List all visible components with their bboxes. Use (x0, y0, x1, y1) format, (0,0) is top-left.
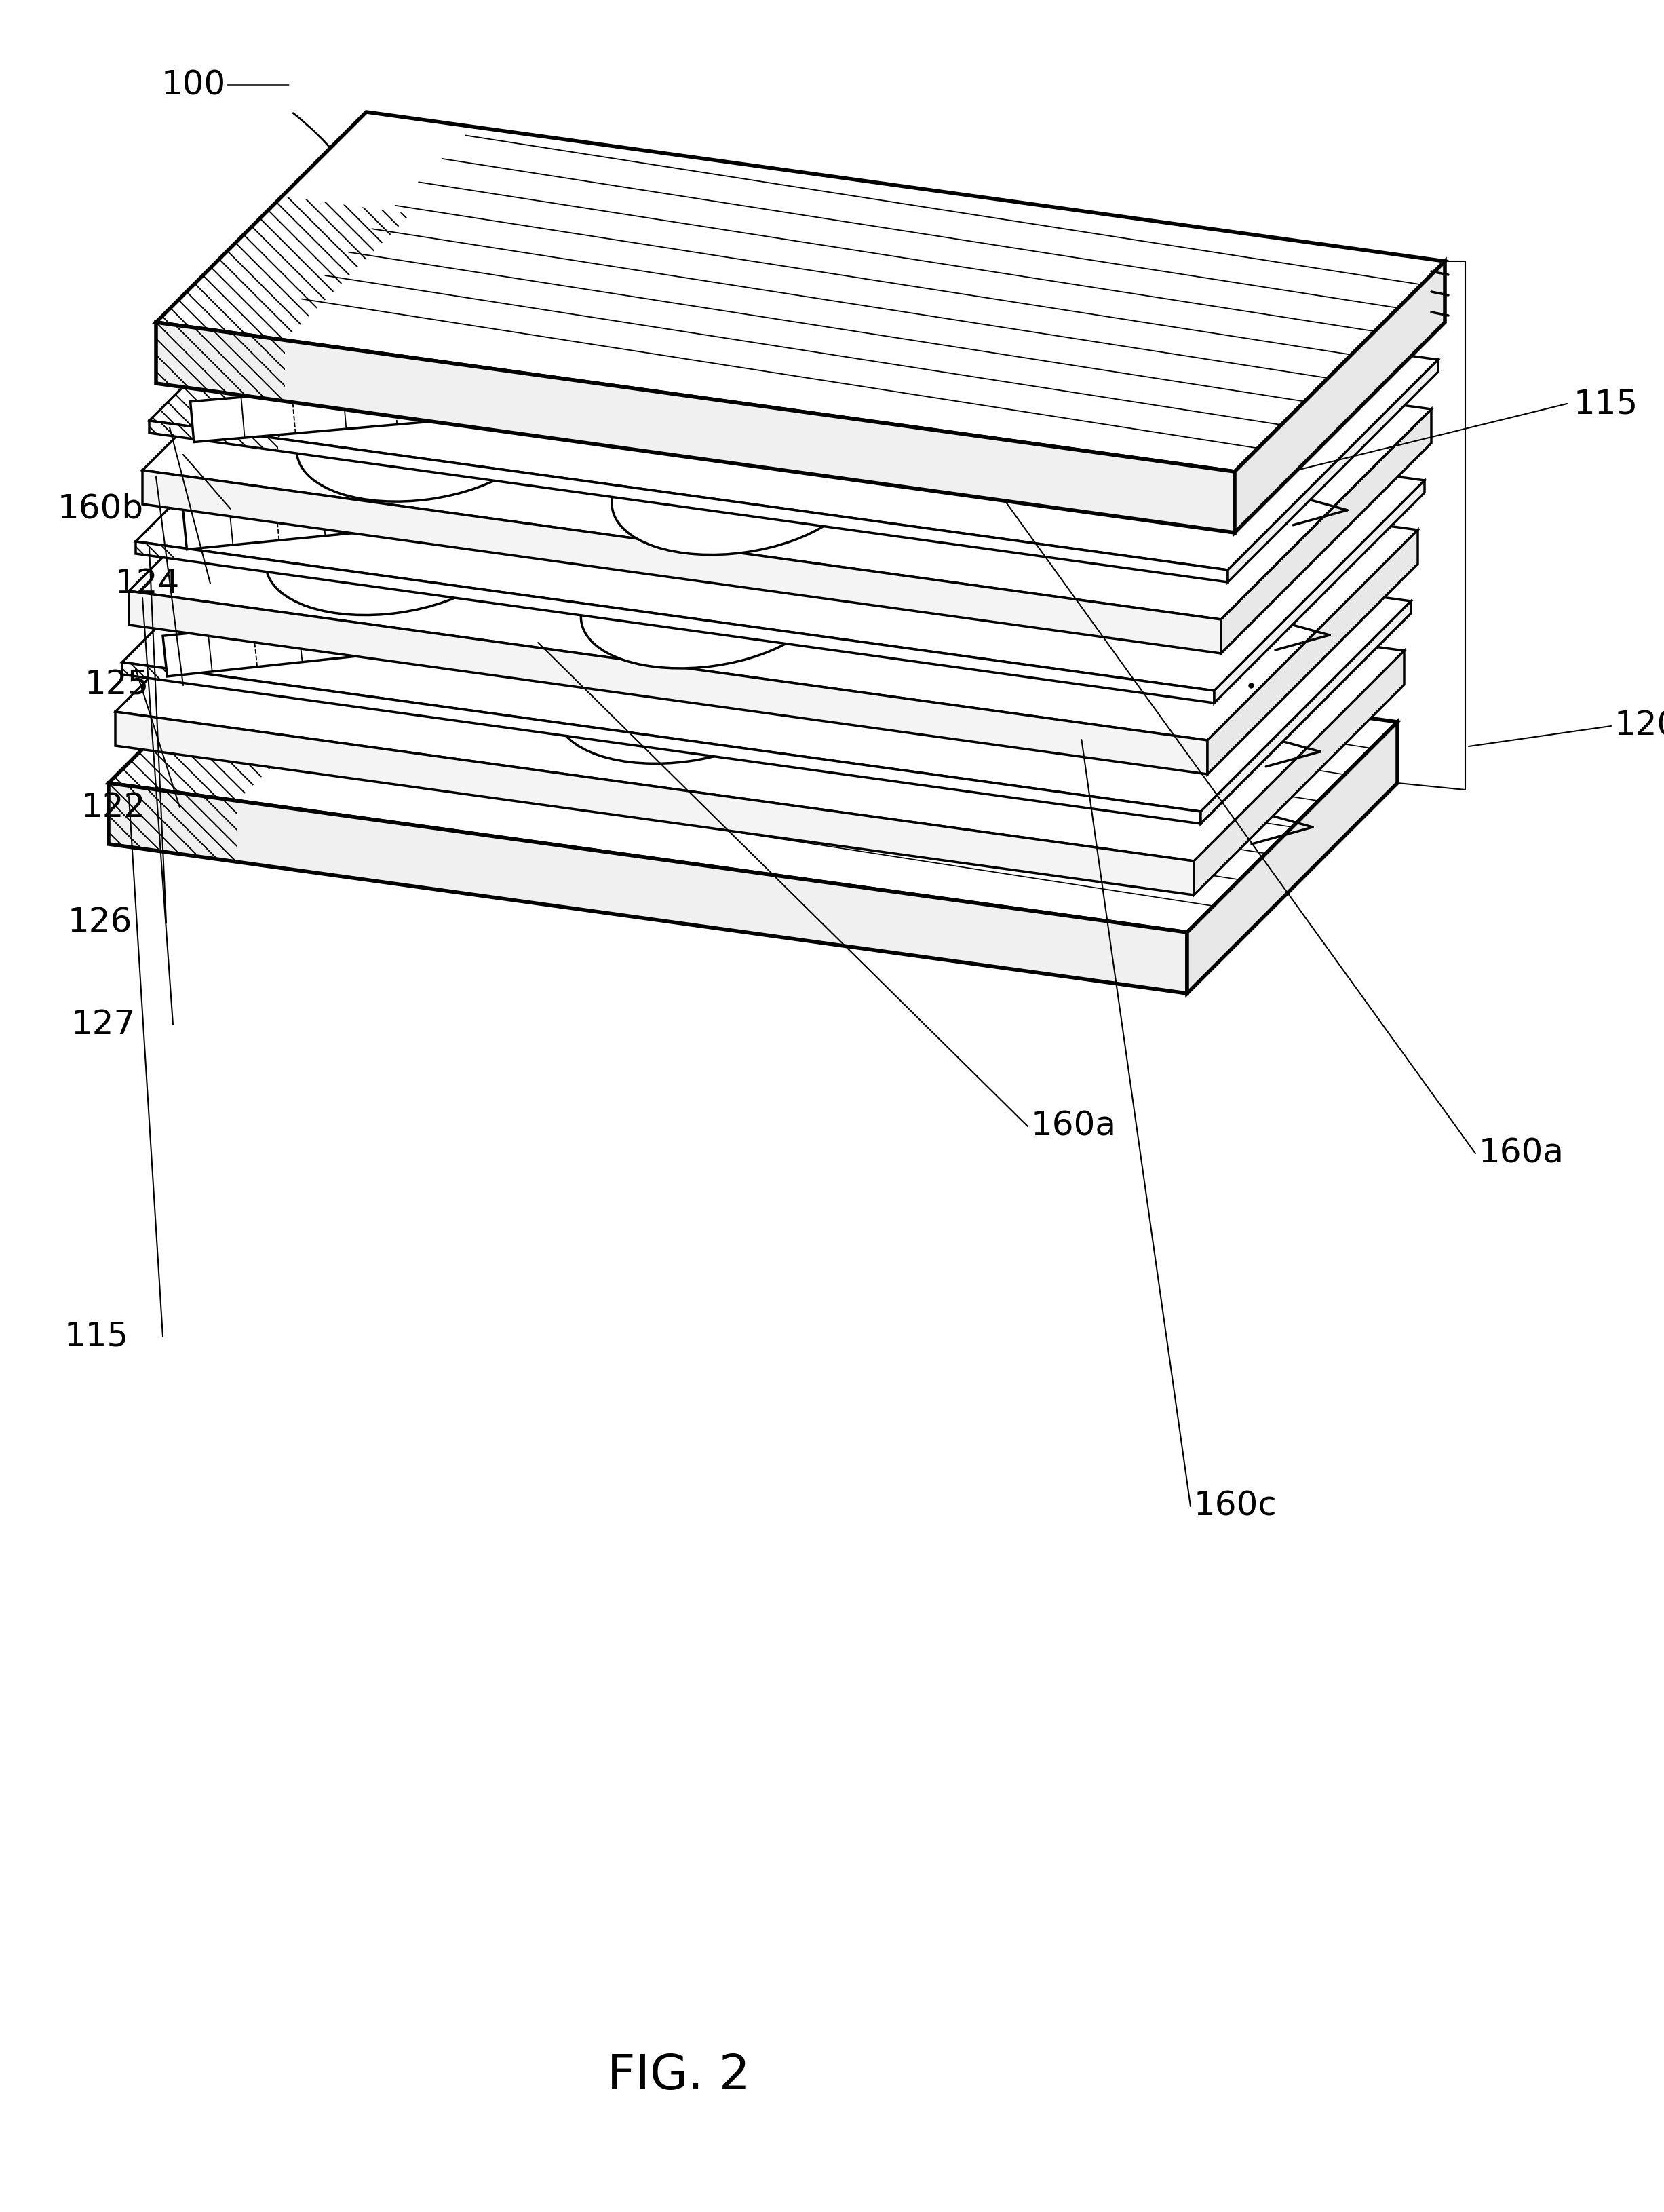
Text: 130: 130 (363, 535, 418, 564)
Ellipse shape (937, 409, 1185, 538)
Ellipse shape (268, 566, 518, 695)
Polygon shape (136, 542, 176, 560)
Text: 130: 130 (366, 617, 419, 644)
Polygon shape (156, 113, 1444, 471)
Ellipse shape (897, 518, 1146, 648)
Text: 130: 130 (993, 664, 1047, 692)
Polygon shape (190, 323, 1108, 442)
Polygon shape (150, 420, 1228, 582)
Polygon shape (156, 323, 1235, 533)
Polygon shape (121, 661, 1201, 823)
Ellipse shape (581, 540, 830, 668)
Text: 122: 122 (82, 792, 146, 823)
Text: 115: 115 (65, 1321, 130, 1354)
Polygon shape (143, 259, 1431, 619)
Polygon shape (1186, 721, 1398, 993)
Text: 160b: 160b (58, 493, 143, 524)
Polygon shape (1228, 361, 1438, 582)
Polygon shape (156, 197, 411, 341)
Polygon shape (150, 274, 426, 438)
Polygon shape (1221, 409, 1431, 653)
Ellipse shape (266, 487, 514, 615)
Text: 160a: 160a (1479, 1137, 1564, 1170)
Text: 130: 130 (1033, 458, 1088, 487)
Polygon shape (108, 783, 238, 863)
Polygon shape (115, 712, 1193, 896)
Ellipse shape (556, 635, 805, 763)
Polygon shape (1193, 650, 1404, 896)
Polygon shape (150, 420, 278, 451)
Polygon shape (183, 427, 1017, 549)
Ellipse shape (554, 336, 804, 465)
Polygon shape (143, 471, 1221, 653)
Ellipse shape (218, 283, 426, 396)
Text: 160a: 160a (1032, 1110, 1117, 1144)
Text: 130: 130 (709, 476, 764, 504)
Polygon shape (1208, 531, 1418, 774)
Text: 100: 100 (161, 69, 226, 102)
Polygon shape (1215, 480, 1424, 703)
Text: 125: 125 (85, 668, 150, 701)
Polygon shape (108, 573, 1398, 931)
Text: 115: 115 (1574, 387, 1639, 420)
Polygon shape (136, 542, 1215, 703)
Text: 130: 130 (993, 568, 1048, 597)
Text: 130: 130 (679, 591, 732, 617)
Polygon shape (156, 323, 285, 400)
Text: 160c: 160c (1193, 1491, 1278, 1522)
Polygon shape (128, 380, 1418, 741)
Text: 130: 130 (652, 387, 706, 416)
Ellipse shape (895, 615, 1145, 743)
Text: 130: 130 (394, 422, 448, 451)
Ellipse shape (205, 403, 434, 522)
Polygon shape (1235, 261, 1444, 533)
Ellipse shape (296, 372, 546, 502)
Text: 124: 124 (115, 566, 180, 599)
Polygon shape (163, 549, 978, 677)
Text: 126: 126 (68, 907, 133, 940)
Polygon shape (128, 591, 1208, 774)
Polygon shape (150, 210, 1438, 571)
Ellipse shape (612, 425, 860, 555)
Polygon shape (136, 332, 1424, 690)
Polygon shape (108, 668, 353, 801)
Polygon shape (121, 451, 1411, 812)
Text: 130: 130 (654, 686, 707, 712)
Polygon shape (1201, 602, 1411, 823)
Polygon shape (115, 502, 1404, 860)
Polygon shape (108, 783, 1186, 993)
Text: 120: 120 (1614, 710, 1664, 743)
Text: 127: 127 (72, 1009, 136, 1042)
Text: FIG. 2: FIG. 2 (607, 2053, 750, 2099)
Polygon shape (121, 661, 170, 681)
